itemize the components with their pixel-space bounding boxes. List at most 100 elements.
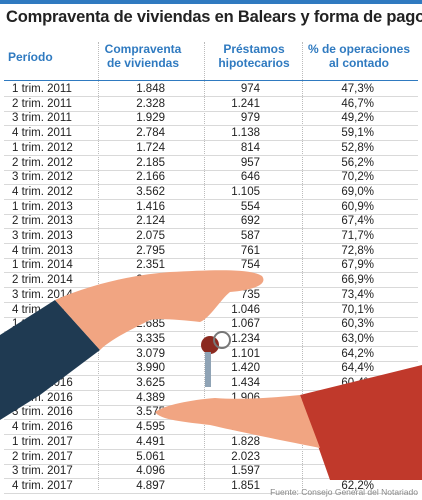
row-rule bbox=[4, 478, 418, 480]
table-cell: 4 trim. 2017 bbox=[12, 479, 73, 492]
table-cell: 2.166 bbox=[136, 171, 165, 184]
table-cell: 3.079 bbox=[136, 347, 165, 360]
table-cell: 4 trim. 2011 bbox=[12, 127, 72, 140]
table-cell: 3.625 bbox=[136, 377, 165, 389]
column-header: Préstamos hipotecarios bbox=[218, 42, 290, 70]
row-rule bbox=[4, 463, 418, 465]
table-cell: 814 bbox=[240, 141, 260, 154]
table-cell: 735 bbox=[240, 288, 260, 301]
left-sleeve bbox=[0, 300, 100, 420]
table-cell: 1.851 bbox=[231, 479, 260, 492]
table-cell: 554 bbox=[240, 200, 260, 213]
table-cell: 3 trim. 2014 bbox=[12, 288, 73, 301]
table-cell: 3.575 bbox=[136, 406, 165, 419]
table-cell: 5.061 bbox=[136, 450, 165, 463]
table-cell: 2.023 bbox=[231, 450, 260, 463]
table-cell: 1 trim. 2013 bbox=[12, 200, 73, 213]
table-cell: 761 bbox=[240, 244, 260, 257]
table-cell: 67,9% bbox=[341, 259, 374, 272]
table-cell: 69,0% bbox=[341, 185, 374, 198]
table-cell: 1.416 bbox=[136, 200, 165, 213]
table-cell: 1.241 bbox=[231, 97, 260, 110]
table-cell: 73,4% bbox=[341, 288, 374, 301]
row-rule bbox=[4, 198, 418, 200]
table-cell: 2 trim. 2014 bbox=[12, 274, 73, 287]
table-cell: 2.124 bbox=[136, 215, 165, 228]
right-hand bbox=[155, 395, 320, 448]
table-cell: 2.185 bbox=[136, 156, 165, 169]
table-cell: 1.105 bbox=[231, 185, 260, 198]
table-cell: 4 trim. 2013 bbox=[12, 244, 73, 257]
table-cell: 2 trim. 2017 bbox=[12, 450, 73, 463]
row-rule bbox=[4, 492, 418, 494]
row-rule bbox=[4, 257, 418, 259]
table-cell: 2 trim. 2012 bbox=[12, 156, 73, 169]
table-cell: 4 trim. 2016 bbox=[12, 421, 73, 434]
row-rule bbox=[4, 448, 418, 450]
row-rule bbox=[4, 228, 418, 230]
table-cell: 70,1% bbox=[341, 303, 374, 316]
table-cell: 64,2% bbox=[341, 347, 374, 360]
table-cell: 4.491 bbox=[136, 435, 165, 448]
table-cell: 1.138 bbox=[231, 127, 260, 140]
table-cell: 3 trim. 2016 bbox=[12, 406, 73, 419]
table-cell: 49,2% bbox=[341, 112, 374, 125]
column-header: % de operaciones al contado bbox=[307, 42, 411, 70]
header-rule bbox=[4, 80, 418, 81]
table-cell: 56,2% bbox=[341, 156, 374, 169]
table-cell: 1.929 bbox=[136, 112, 165, 125]
table-cell: 2.784 bbox=[136, 127, 165, 140]
table-cell: 3.335 bbox=[136, 332, 165, 345]
table-cell: 4.595 bbox=[136, 421, 165, 434]
right-sleeve bbox=[300, 365, 422, 480]
row-rule bbox=[4, 243, 418, 244]
table-cell: 1 trim. 2011 bbox=[12, 83, 72, 95]
source-note: Fuente: Consejo General del Notariado bbox=[270, 487, 418, 497]
table-cell: 1.828 bbox=[231, 435, 260, 448]
key-ring bbox=[213, 331, 231, 349]
table-cell: 63,0% bbox=[341, 332, 374, 345]
table-cell: 1.234 bbox=[231, 332, 260, 345]
column-header: Período bbox=[8, 50, 53, 64]
table-cell: 67,4% bbox=[341, 215, 374, 228]
row-rule bbox=[4, 125, 418, 127]
table-cell: 62,2% bbox=[341, 479, 374, 492]
table-cell: 3 trim. 2011 bbox=[12, 112, 72, 125]
table-cell: 60,9% bbox=[341, 200, 374, 213]
table-cell: 1.597 bbox=[231, 465, 260, 478]
row-rule bbox=[4, 184, 418, 186]
table-cell: 979 bbox=[240, 112, 260, 125]
row-rule bbox=[4, 331, 418, 333]
table-cell: 1.724 bbox=[136, 141, 165, 154]
table-cell: 52,8% bbox=[341, 141, 374, 154]
table-cell: 1 trim. 2017 bbox=[12, 435, 73, 448]
table-cell: 47,3% bbox=[341, 83, 374, 95]
table-cell: 64,4% bbox=[341, 362, 374, 375]
table-cell: 974 bbox=[240, 83, 260, 95]
table-cell: 1.101 bbox=[231, 347, 260, 360]
table-cell: 2.351 bbox=[136, 259, 165, 272]
row-rule bbox=[4, 213, 418, 215]
column-separator bbox=[98, 42, 99, 490]
table-cell: 60,3% bbox=[341, 318, 374, 331]
table-cell: 3 trim. 2012 bbox=[12, 171, 73, 184]
table-cell: 1.046 bbox=[231, 303, 260, 316]
table-cell: 1.067 bbox=[231, 318, 260, 331]
table-cell: 3 trim. 2013 bbox=[12, 230, 73, 242]
row-rule bbox=[4, 316, 418, 318]
table-cell: 1.848 bbox=[136, 83, 165, 95]
row-rule bbox=[4, 140, 418, 142]
table-cell: 4.897 bbox=[136, 479, 165, 492]
table-cell: 2.795 bbox=[136, 244, 165, 257]
row-rule bbox=[4, 390, 418, 391]
table-cell: 66,9% bbox=[341, 274, 374, 287]
table-cell: 4.389 bbox=[136, 391, 165, 404]
column-header: Compraventa de viviendas bbox=[104, 42, 182, 70]
top-bar bbox=[0, 0, 422, 4]
row-rule bbox=[4, 169, 418, 171]
table-cell: 72,8% bbox=[341, 244, 374, 257]
table-cell: 2.075 bbox=[136, 230, 165, 242]
row-rule bbox=[4, 110, 418, 112]
table-cell: 2 trim. 2011 bbox=[12, 97, 72, 110]
